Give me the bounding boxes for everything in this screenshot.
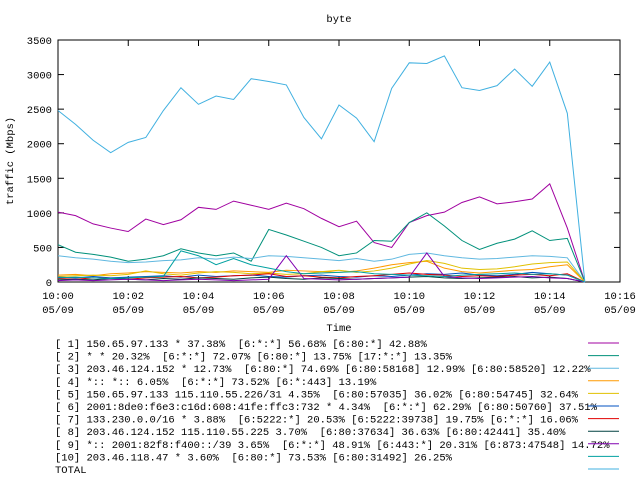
y-tick-label: 1500 [27, 174, 52, 186]
y-tick-label: 0 [46, 278, 52, 290]
y-axis-label: traffic (Mbps) [5, 117, 17, 205]
legend-label: [ 8] 203.46.124.152 115.110.55.225 3.70%… [55, 427, 566, 439]
series-line [57, 260, 586, 283]
series-line [57, 252, 585, 283]
x-tick-label: 10:16 05/09 [604, 291, 636, 317]
x-tick-label: 10:08 05/09 [323, 291, 355, 317]
x-tick-label: 10:00 05/09 [42, 291, 74, 317]
x-tick-label: 10:12 05/09 [464, 291, 496, 317]
legend-label: [ 5] 150.65.97.133 115.110.55.226/31 4.3… [55, 389, 579, 401]
legend-label: [ 1] 150.65.97.133 * 37.38% [6:*:*] 56.6… [55, 339, 427, 351]
legend-label: [ 4] *:: *:: 6.05% [6:*:*] 73.52% [6:*:4… [55, 377, 377, 389]
y-tick-label: 1000 [27, 209, 52, 221]
y-tick-label: 2500 [27, 105, 52, 117]
series-line [57, 272, 586, 283]
x-tick-label: 10:04 05/09 [183, 291, 215, 317]
plot-frame [57, 39, 621, 283]
x-tick-label: 10:14 05/09 [534, 291, 566, 317]
legend-label: [ 2] * * 20.32% [6:*:*] 72.07% [6:80:*] … [55, 352, 453, 364]
y-tick-label: 3000 [27, 71, 52, 83]
x-tick-label: 10:06 05/09 [253, 291, 285, 317]
x-tick-label: 10:10 05/09 [393, 291, 425, 317]
legend-label: [ 9] *:: 2001:82f8:f400::/39 3.65% [6:*:… [55, 440, 610, 452]
x-axis-label: Time [326, 323, 351, 335]
y-tick-label: 2000 [27, 140, 52, 152]
series-line [57, 212, 586, 283]
legend-label: TOTAL [55, 465, 87, 477]
series-line [57, 271, 586, 283]
series-line [57, 252, 586, 283]
series-line [57, 55, 586, 283]
series-line [57, 250, 586, 283]
legend-label: [10] 203.46.118.47 * 3.60% [6:80:*] 73.5… [55, 452, 453, 464]
y-tick-label: 3500 [27, 36, 52, 48]
legend-label: [ 7] 133.230.0.0/16 * 3.88% [6:5222:*] 2… [55, 415, 579, 427]
legend-label: [ 3] 203.46.124.152 * 12.73% [6:80:*] 74… [55, 364, 591, 376]
x-tick-label: 10:02 05/09 [112, 291, 144, 317]
series-line [57, 182, 586, 283]
y-tick-label: 500 [33, 243, 52, 255]
legend-label: [ 6] 2001:8de0:f6e3:c16d:608:41fe:ffc3:7… [55, 402, 598, 414]
chart-title: byte [326, 14, 351, 26]
